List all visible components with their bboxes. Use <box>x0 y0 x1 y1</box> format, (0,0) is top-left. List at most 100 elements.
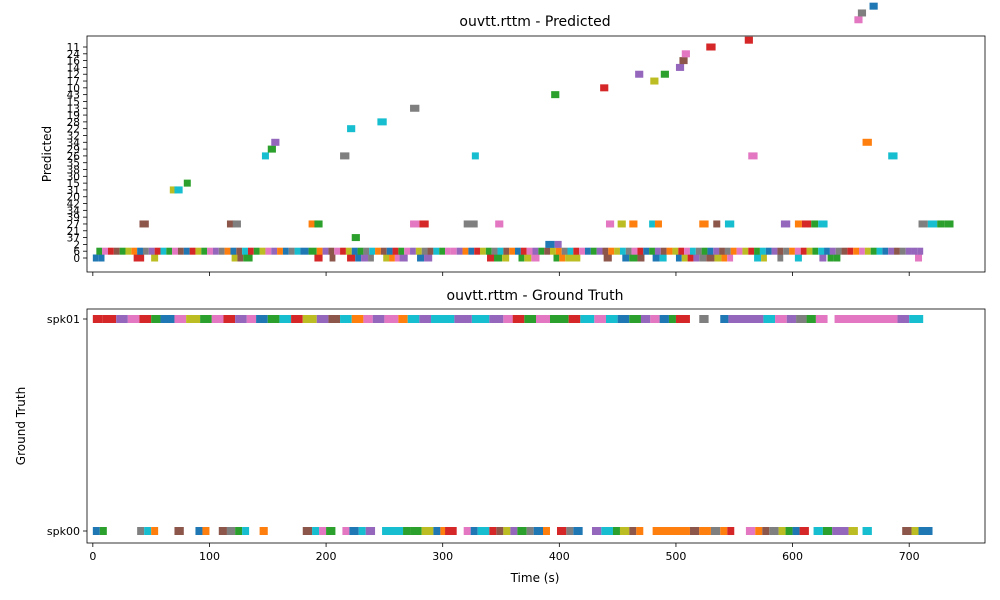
segment-bar <box>365 527 376 535</box>
segment-bar <box>650 77 659 85</box>
segment-bar <box>724 220 735 228</box>
segment-bar <box>894 247 900 255</box>
segment-bar <box>349 527 359 535</box>
segment-bar <box>271 247 278 255</box>
segment-bar <box>328 247 335 255</box>
segment-bar <box>347 125 356 133</box>
segment-bar <box>857 9 867 17</box>
segment-bar <box>177 247 184 255</box>
segment-bar <box>495 220 504 228</box>
segment-bar <box>319 527 327 535</box>
segment-bar <box>340 315 352 323</box>
segment-bar <box>533 527 543 535</box>
segment-bar <box>730 247 737 255</box>
segment-bar <box>183 179 191 187</box>
segment-bar <box>144 527 152 535</box>
segment-bar <box>649 247 655 255</box>
segment-bar <box>345 247 352 255</box>
segment-bar <box>230 247 237 255</box>
segment-bar <box>489 527 497 535</box>
segment-bar <box>559 254 566 262</box>
segment-bar <box>689 247 696 255</box>
segment-bar <box>640 315 651 323</box>
ytick-label: 38 <box>67 165 80 177</box>
segment-bar <box>358 527 366 535</box>
segment-bar <box>316 247 323 255</box>
segment-bar <box>363 315 373 323</box>
segment-bar <box>183 247 190 255</box>
segment-bar <box>243 254 253 262</box>
segment-bar <box>720 315 729 323</box>
segment-bar <box>403 527 411 535</box>
ytick-label: 17 <box>67 76 80 88</box>
ytick-label: 19 <box>67 110 80 122</box>
segment-bar <box>573 527 583 535</box>
segment-bar <box>681 50 690 58</box>
segment-bar <box>419 315 432 323</box>
segment-bar <box>433 247 440 255</box>
segment-bar <box>566 527 574 535</box>
segment-bar <box>706 254 715 262</box>
ground-truth-frame <box>86 308 986 544</box>
segment-bar <box>119 247 126 255</box>
segment-bar <box>235 315 247 323</box>
segment-bar <box>383 254 390 262</box>
predicted-axes: ouvtt.rttm - Predicted Predicted 0623721… <box>40 2 986 276</box>
ytick-label: 20 <box>67 192 80 204</box>
ytick-label: 15 <box>67 178 80 190</box>
segment-bar <box>681 254 688 262</box>
segment-bar <box>584 247 591 255</box>
segment-bar <box>282 247 289 255</box>
segment-bar <box>518 254 525 262</box>
segment-bar <box>463 527 471 535</box>
segment-bar <box>186 315 201 323</box>
segment-bar <box>832 527 849 535</box>
segment-bar <box>520 247 527 255</box>
segment-bar <box>675 315 690 323</box>
ytick-label: 37 <box>67 233 80 245</box>
segment-bar <box>308 247 317 255</box>
segment-bar <box>684 247 690 255</box>
segment-bar <box>308 220 317 228</box>
segment-bar <box>777 247 784 255</box>
segment-bar <box>748 152 758 160</box>
segment-bar <box>707 247 714 255</box>
segment-bar <box>777 254 784 262</box>
segment-bar <box>659 315 669 323</box>
segment-bar <box>392 247 399 255</box>
ytick-label: 10 <box>67 83 80 95</box>
ground-truth-xticks: 0 100 200 300 400 500 600 700 <box>89 543 920 563</box>
segment-bar <box>398 247 405 255</box>
segment-bar <box>614 247 620 255</box>
segment-bar <box>905 247 912 255</box>
segment-bar <box>944 220 954 228</box>
segment-bar <box>909 315 924 323</box>
segment-bar <box>687 254 694 262</box>
segment-bar <box>202 527 210 535</box>
segment-bar <box>605 315 618 323</box>
segment-bar <box>794 254 802 262</box>
segment-bar <box>556 527 567 535</box>
segment-bar <box>727 527 735 535</box>
segment-bar <box>279 315 292 323</box>
segment-bar <box>133 254 145 262</box>
segment-bar <box>549 247 556 255</box>
segment-bar <box>427 247 434 255</box>
segment-bar <box>918 527 933 535</box>
xtick-label: 500 <box>665 550 686 563</box>
ground-truth-title: ouvtt.rttm - Ground Truth <box>447 288 624 304</box>
segment-bar <box>549 315 569 323</box>
segment-bar <box>720 527 728 535</box>
segment-bar <box>818 247 825 255</box>
segment-bar <box>404 247 411 255</box>
segment-bar <box>637 254 645 262</box>
ytick-label: 43 <box>67 90 80 102</box>
segment-bar <box>160 247 167 255</box>
segment-bar <box>714 254 722 262</box>
segment-bar <box>532 247 539 255</box>
segment-bar <box>450 247 457 255</box>
segment-bar <box>917 247 924 255</box>
segment-bar <box>806 315 816 323</box>
segment-bar <box>463 220 478 228</box>
